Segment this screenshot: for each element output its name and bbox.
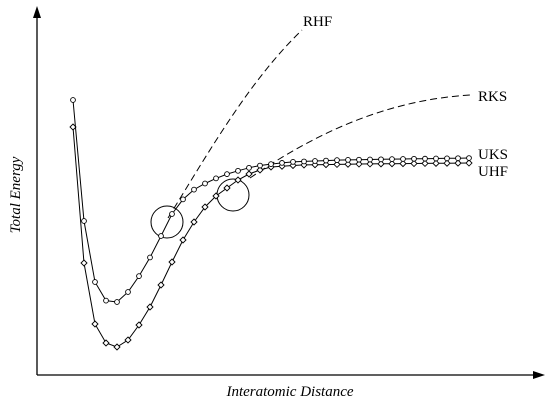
uks-marker <box>169 211 175 217</box>
uhf-marker <box>212 192 220 200</box>
x-arrow <box>533 371 545 379</box>
uks-marker <box>367 156 373 163</box>
uhf-marker <box>432 159 440 167</box>
uks-marker <box>81 218 87 224</box>
uhf-marker <box>234 176 242 184</box>
uks-marker <box>202 180 208 187</box>
uks-marker <box>257 162 263 169</box>
uks-marker <box>246 164 252 171</box>
uhf-marker <box>113 343 121 351</box>
uks-marker <box>455 155 461 162</box>
uks-curve <box>72 99 470 303</box>
uhf-marker <box>399 159 407 168</box>
uks-marker <box>136 273 142 279</box>
uks-marker <box>235 167 241 174</box>
x-axis-label: Interatomic Distance <box>225 384 353 400</box>
uhf-curve <box>72 126 470 348</box>
uhf-marker <box>256 166 264 174</box>
uks-marker <box>356 156 362 163</box>
uhf-marker <box>102 339 110 347</box>
uks-marker <box>92 279 98 285</box>
crossing-circle <box>150 205 184 239</box>
uhf-marker <box>190 218 198 226</box>
uhf-marker <box>201 203 209 211</box>
uks-marker <box>180 196 186 203</box>
uks-marker <box>466 155 472 161</box>
uks-marker <box>400 156 406 162</box>
uks-marker <box>312 158 318 164</box>
uhf-marker <box>223 184 231 192</box>
uhf-marker <box>91 320 99 328</box>
uks-marker <box>103 297 109 304</box>
uhf-marker <box>377 160 385 168</box>
uks-marker <box>334 157 340 163</box>
uhf-marker <box>344 160 352 168</box>
uhf-marker <box>333 160 341 169</box>
uks-marker <box>389 156 395 162</box>
rhf-label: RHF <box>303 14 332 30</box>
uhf-marker <box>388 160 396 168</box>
y-arrow <box>33 6 41 18</box>
uhf-marker <box>454 159 462 167</box>
uhf-marker <box>443 159 451 167</box>
uks-marker <box>279 160 285 166</box>
uks-marker <box>378 156 384 163</box>
uhf-marker <box>355 160 363 168</box>
uhf-marker <box>80 259 88 267</box>
uhf-marker <box>179 236 187 244</box>
uhf-marker <box>245 170 253 178</box>
uks-marker <box>411 155 417 162</box>
uks-marker <box>268 161 274 167</box>
rhf-curve <box>167 29 303 219</box>
uks-marker <box>125 289 131 295</box>
uks-marker <box>422 155 428 162</box>
uks-marker <box>290 159 296 165</box>
uhf-marker <box>168 258 176 266</box>
uks-marker <box>114 299 120 305</box>
curves <box>69 97 473 351</box>
uks-marker <box>301 158 307 165</box>
uks-marker <box>224 171 230 177</box>
rks-label: RKS <box>478 89 507 105</box>
uhf-marker <box>366 160 374 168</box>
uhf-marker <box>465 159 473 167</box>
uks-marker <box>323 157 329 164</box>
uhf-marker <box>322 160 330 169</box>
uks-marker <box>444 155 450 162</box>
uks-marker <box>345 157 351 163</box>
uhf-marker <box>421 159 429 168</box>
uks-marker <box>213 175 219 182</box>
uhf-marker <box>146 303 154 311</box>
y-axis-label: Total Energy <box>8 156 24 233</box>
uhf-marker <box>410 159 418 168</box>
uhf-label: UHF <box>478 164 508 180</box>
uks-label: UKS <box>478 147 508 163</box>
uhf-marker <box>135 321 143 329</box>
uhf-marker <box>157 281 165 289</box>
uks-marker <box>191 186 197 193</box>
uks-marker <box>70 97 76 103</box>
uks-marker <box>433 155 439 162</box>
rks-curve <box>249 94 471 179</box>
uks-marker <box>158 233 164 239</box>
uhf-marker <box>124 336 132 344</box>
uks-marker <box>147 254 153 261</box>
